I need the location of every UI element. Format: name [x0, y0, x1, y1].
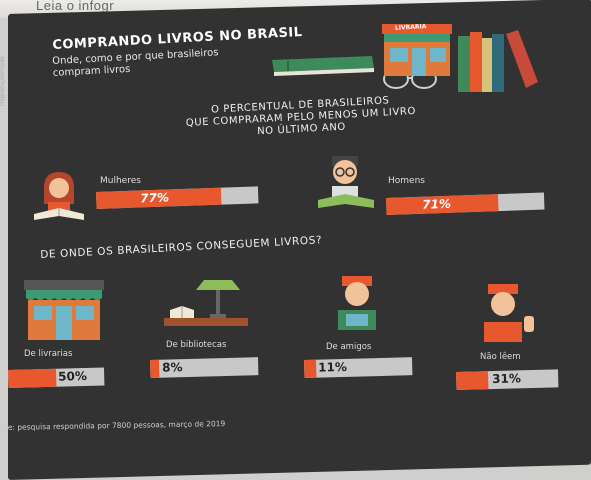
man-reading-icon: [318, 156, 374, 208]
standing-books-icon: [458, 30, 538, 92]
source-bar-libraries: 8%: [150, 357, 259, 378]
men-label: Homens: [388, 176, 425, 186]
source-bar-fill: [8, 368, 57, 388]
source-bar-friends: 11%: [304, 357, 413, 378]
source-label-libraries: De bibliotecas: [166, 340, 227, 350]
friend-with-book-icon: [338, 276, 376, 330]
source-label-friends: De amigos: [326, 342, 372, 352]
source-percent-non-readers: 31%: [492, 371, 522, 387]
source-bar-fill: [456, 371, 489, 390]
source-label-bookstores: De livrarias: [24, 349, 73, 359]
women-percent: 77%: [140, 190, 170, 206]
source-bar-bookstores: 50%: [8, 367, 105, 388]
women-label: Mulheres: [100, 176, 141, 186]
source-bar-fill: [150, 359, 160, 378]
source-percent-libraries: 8%: [162, 360, 183, 375]
non-reader-waving-icon: [484, 284, 534, 342]
bookstore-icon: [24, 280, 104, 340]
library-desk-icon: [164, 280, 248, 326]
men-percent: 71%: [422, 196, 452, 212]
woman-reading-icon: [34, 172, 84, 220]
source-bar-non-readers: 31%: [456, 369, 559, 390]
source-label-non-readers: Não lêem: [480, 352, 521, 362]
source-percent-bookstores: 50%: [58, 368, 88, 384]
top-caption: Leia o infogr: [36, 0, 115, 13]
bookstore-storefront-icon: [382, 24, 452, 76]
side-credit: Reprodução/Fonte: [0, 56, 6, 106]
source-bar-fill: [304, 359, 317, 378]
source-percent-friends: 11%: [318, 359, 348, 375]
book-lying-icon: [272, 56, 374, 76]
